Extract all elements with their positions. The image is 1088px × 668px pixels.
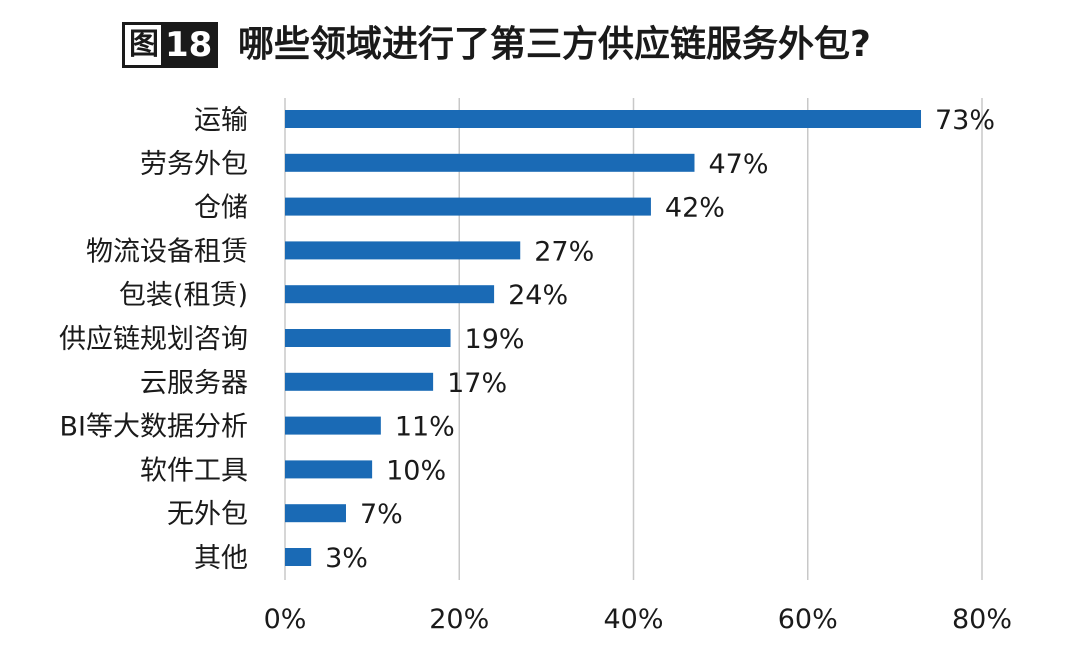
bar-0 [285,110,922,128]
data-label-2: 42% [665,193,725,224]
figure-badge-prefix: 图 [122,22,161,68]
x-tick-label-3: 60% [778,604,838,635]
bar-10 [285,548,312,566]
data-label-5: 19% [465,324,525,355]
category-label-5: 供应链规划咨询 [59,324,248,355]
category-label-7: BI等大数据分析 [60,412,249,443]
bar-4 [285,285,495,304]
data-label-7: 11% [395,412,455,443]
category-label-1: 劳务外包 [140,149,248,180]
category-label-0: 运输 [194,105,248,136]
bar-8 [285,460,373,479]
data-label-3: 27% [534,236,594,267]
data-label-9: 7% [360,499,403,530]
figure-badge-number: 18 [161,22,219,68]
chart-header: 图 18 哪些领域进行了第三方供应链服务外包? [0,0,1088,90]
x-tick-label-0: 0% [264,604,307,635]
data-label-6: 17% [447,368,507,399]
category-label-9: 无外包 [167,499,248,530]
category-label-8: 软件工具 [140,455,248,486]
bar-6 [285,372,434,391]
category-label-2: 仓储 [194,193,248,224]
x-tick-label-1: 20% [429,604,489,635]
data-label-10: 3% [325,543,368,574]
x-tick-label-4: 80% [952,604,1012,635]
bar-5 [285,329,451,347]
category-label-3: 物流设备租赁 [86,236,248,267]
x-tick-label-2: 40% [603,604,663,635]
data-label-8: 10% [386,455,446,486]
category-label-6: 云服务器 [140,368,248,399]
category-label-4: 包装(租赁) [119,280,248,311]
bar-1 [285,153,695,172]
figure-badge: 图 18 [122,22,219,68]
bar-3 [285,241,521,260]
data-label-4: 24% [508,280,568,311]
bar-7 [285,416,381,435]
bar-2 [285,197,651,216]
category-label-10: 其他 [194,543,248,574]
bar-9 [285,504,346,523]
chart-title: 哪些领域进行了第三方供应链服务外包? [238,24,871,65]
data-label-0: 73% [935,105,995,136]
data-label-1: 47% [708,149,768,180]
